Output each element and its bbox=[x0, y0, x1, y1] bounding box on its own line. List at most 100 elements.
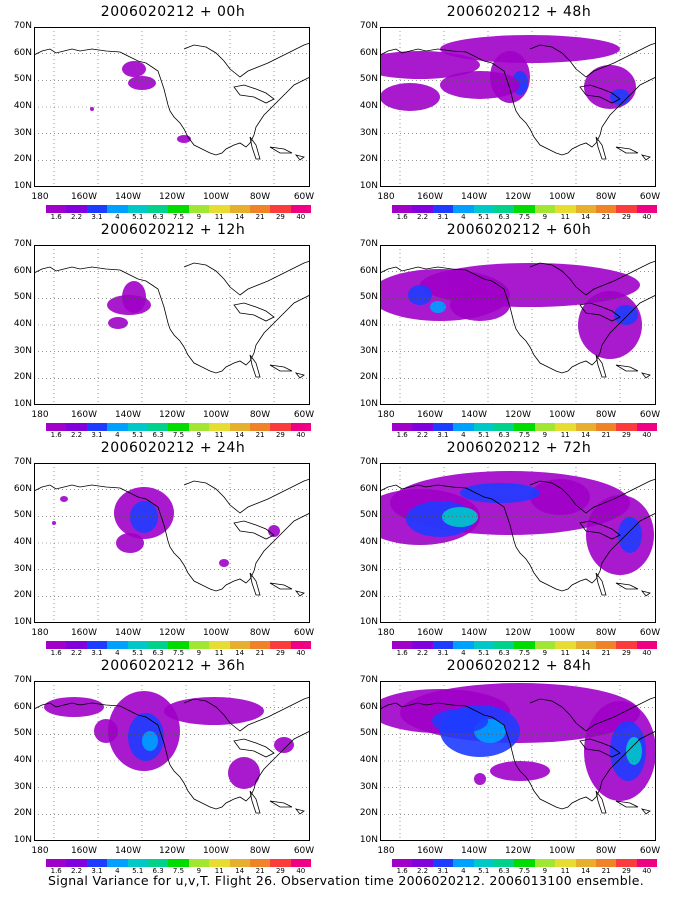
colorbar-swatch bbox=[555, 423, 576, 431]
colorbar-swatch bbox=[147, 641, 169, 649]
colorbar-swatch bbox=[249, 423, 271, 431]
colorbar-label: 11 bbox=[560, 867, 570, 875]
colorbar-label: 9 bbox=[542, 867, 548, 875]
latitude-tick-label: 20N bbox=[13, 808, 32, 819]
colorbar-label: 14 bbox=[235, 213, 245, 221]
colorbar-label: 5.1 bbox=[478, 867, 490, 875]
colorbar-swatch bbox=[473, 859, 494, 867]
variance-contour-region bbox=[90, 107, 94, 111]
coastline bbox=[233, 738, 275, 758]
colorbar-swatch bbox=[412, 205, 433, 213]
colorbar-label: 40 bbox=[296, 867, 306, 875]
coastline bbox=[640, 154, 651, 161]
colorbar-label: 1.6 bbox=[50, 213, 62, 221]
longitude-tick-label: 140W bbox=[460, 846, 488, 856]
longitude-tick-label: 100W bbox=[202, 410, 230, 420]
longitude-tick-label: 60W bbox=[293, 628, 315, 638]
longitude-tick-label: 140W bbox=[114, 628, 142, 638]
coastline bbox=[233, 302, 275, 322]
map-panel: 2006020212 + 72h 70N 60N 50N 40N 30N 20N 10N 180… bbox=[346, 436, 692, 657]
latitude-tick-label: 30N bbox=[13, 781, 32, 792]
latitude-tick-label: 40N bbox=[359, 319, 378, 329]
colorbar-label: 1.6 bbox=[396, 649, 408, 657]
map-svg bbox=[34, 245, 310, 405]
variance-contour-region bbox=[94, 719, 118, 743]
colorbar-swatch bbox=[229, 641, 250, 649]
colorbar-label: 14 bbox=[581, 867, 591, 875]
map-frame bbox=[34, 681, 310, 841]
colorbar-label: 40 bbox=[296, 649, 306, 657]
latitude-tick-label: 10N bbox=[13, 181, 32, 191]
longitude-tick-label: 80W bbox=[249, 628, 271, 638]
colorbar-label: 4 bbox=[115, 213, 120, 221]
colorbar-swatch bbox=[209, 641, 230, 649]
colorbar-swatch bbox=[453, 205, 474, 213]
latitude-tick-label: 60N bbox=[359, 701, 378, 712]
latitude-tick-label: 20N bbox=[13, 154, 32, 165]
colorbar-label: 1.6 bbox=[50, 431, 62, 439]
longitude-tick-label: 140W bbox=[114, 192, 142, 202]
map-svg bbox=[380, 27, 656, 187]
variance-contour-region bbox=[108, 317, 128, 329]
colorbar-label: 4 bbox=[461, 431, 466, 439]
colorbar-label: 1.6 bbox=[50, 649, 62, 657]
coastline bbox=[640, 590, 651, 597]
colorbar-label: 3.1 bbox=[437, 867, 449, 875]
latitude-tick-label: 50N bbox=[359, 510, 378, 521]
variance-contour-region bbox=[130, 501, 158, 533]
longitude-tick-label: 160W bbox=[70, 410, 98, 420]
colorbar-swatch bbox=[127, 641, 148, 649]
longitude-tick-label: 60W bbox=[293, 192, 315, 202]
colorbar-swatch bbox=[168, 423, 189, 431]
colorbar-label: 7.5 bbox=[518, 431, 531, 439]
variance-contour-region bbox=[450, 289, 510, 321]
coastline bbox=[529, 478, 656, 514]
panel-title: 2006020212 + 00h bbox=[100, 4, 246, 20]
map-frame bbox=[380, 245, 656, 405]
variance-contour-region bbox=[380, 51, 480, 79]
coastline bbox=[183, 42, 310, 78]
colorbar-swatch bbox=[575, 859, 596, 867]
colorbar-swatch bbox=[636, 641, 658, 649]
longitude-tick-label: 80W bbox=[595, 192, 617, 202]
latitude-tick-label: 10N bbox=[359, 399, 378, 409]
coastline bbox=[640, 372, 651, 379]
colorbar-swatch bbox=[270, 205, 291, 213]
coastline bbox=[294, 154, 305, 161]
variance-contour-region bbox=[219, 559, 229, 567]
longitude-tick-label: 160W bbox=[416, 628, 444, 638]
colorbar-swatch bbox=[534, 859, 556, 867]
variance-contour-region bbox=[442, 507, 478, 527]
longitude-tick-label: 60W bbox=[639, 846, 661, 856]
colorbar-label: 21 bbox=[255, 649, 265, 657]
colorbar-label: 2.2 bbox=[70, 649, 83, 657]
longitude-tick-label: 160W bbox=[70, 628, 98, 638]
coastline bbox=[380, 484, 656, 592]
variance-contour-region bbox=[380, 83, 440, 111]
latitude-tick-label: 30N bbox=[13, 345, 32, 356]
latitude-tick-label: 20N bbox=[359, 590, 378, 601]
colorbar-swatch bbox=[209, 423, 230, 431]
variance-contour-region bbox=[228, 757, 260, 789]
colorbar-label: 7.5 bbox=[518, 213, 531, 221]
colorbar-swatch bbox=[555, 859, 576, 867]
colorbar-swatch bbox=[473, 641, 494, 649]
colorbar-swatch bbox=[493, 423, 515, 431]
colorbar-label: 4 bbox=[115, 431, 120, 439]
coastline bbox=[529, 260, 656, 296]
colorbar bbox=[392, 859, 658, 867]
colorbar-label: 11 bbox=[214, 867, 224, 875]
colorbar-label: 3.1 bbox=[437, 431, 449, 439]
colorbar-swatch bbox=[595, 641, 617, 649]
colorbar-swatch bbox=[66, 641, 87, 649]
colorbar-label: 4 bbox=[461, 867, 466, 875]
colorbar-label: 14 bbox=[235, 431, 245, 439]
variance-contour-region bbox=[177, 135, 191, 143]
colorbar-swatch bbox=[636, 859, 658, 867]
colorbar-label: 2.2 bbox=[416, 649, 429, 657]
colorbar-swatch bbox=[188, 641, 210, 649]
latitude-tick-label: 30N bbox=[13, 127, 32, 138]
longitude-tick-label: 180 bbox=[377, 846, 395, 856]
colorbar-swatch bbox=[147, 859, 169, 867]
map-frame bbox=[34, 27, 310, 187]
